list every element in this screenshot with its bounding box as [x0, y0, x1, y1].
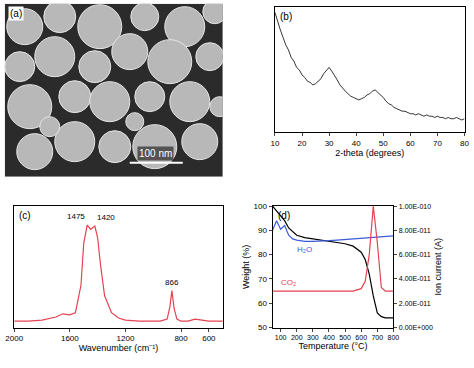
svg-text:8.00E-011: 8.00E-011	[399, 227, 431, 234]
svg-text:Temperature (°C): Temperature (°C)	[298, 341, 367, 351]
svg-text:(b): (b)	[280, 11, 292, 22]
svg-text:100: 100	[254, 202, 268, 211]
svg-text:Weight (%): Weight (%)	[241, 245, 251, 289]
svg-text:800: 800	[388, 334, 400, 341]
svg-text:800: 800	[174, 334, 188, 343]
svg-text:200: 200	[291, 334, 303, 341]
svg-text:1200: 1200	[117, 334, 135, 343]
svg-text:2-theta (degrees): 2-theta (degrees)	[335, 148, 404, 158]
svg-text:100 nm: 100 nm	[139, 148, 172, 159]
svg-text:60: 60	[258, 299, 267, 308]
svg-text:0.00E+000: 0.00E+000	[399, 324, 433, 331]
svg-text:4.00E-011: 4.00E-011	[399, 275, 431, 282]
svg-text:80: 80	[460, 139, 469, 148]
svg-text:70: 70	[258, 275, 267, 284]
svg-text:2.00E-011: 2.00E-011	[399, 300, 431, 307]
svg-text:6.00E-011: 6.00E-011	[399, 251, 431, 258]
svg-text:80: 80	[258, 250, 267, 259]
svg-text:CO₂: CO₂	[281, 278, 296, 287]
svg-text:300: 300	[307, 334, 319, 341]
svg-text:90: 90	[258, 226, 267, 235]
svg-text:50: 50	[258, 323, 267, 332]
svg-text:(c): (c)	[19, 210, 31, 221]
svg-text:600: 600	[355, 334, 367, 341]
svg-text:1.00E-010: 1.00E-010	[399, 203, 431, 210]
svg-text:500: 500	[339, 334, 351, 341]
svg-text:(a): (a)	[10, 8, 22, 19]
svg-text:400: 400	[323, 334, 335, 341]
svg-text:Ion current (A): Ion current (A)	[433, 238, 443, 296]
svg-text:1475: 1475	[67, 212, 85, 221]
svg-text:1600: 1600	[61, 334, 79, 343]
svg-text:(d): (d)	[278, 210, 290, 221]
svg-text:1420: 1420	[97, 213, 115, 222]
svg-text:700: 700	[371, 334, 383, 341]
svg-text:100: 100	[275, 334, 287, 341]
svg-text:40: 40	[352, 139, 361, 148]
svg-text:10: 10	[270, 139, 279, 148]
svg-text:50: 50	[379, 139, 388, 148]
svg-text:60: 60	[406, 139, 415, 148]
svg-text:Wavenumber (cm⁻¹): Wavenumber (cm⁻¹)	[79, 343, 159, 353]
svg-text:70: 70	[433, 139, 442, 148]
svg-text:2000: 2000	[5, 334, 23, 343]
svg-text:600: 600	[202, 334, 216, 343]
svg-text:20: 20	[298, 139, 307, 148]
svg-text:H₂O: H₂O	[297, 245, 312, 254]
svg-text:30: 30	[325, 139, 334, 148]
svg-text:866: 866	[165, 278, 179, 287]
